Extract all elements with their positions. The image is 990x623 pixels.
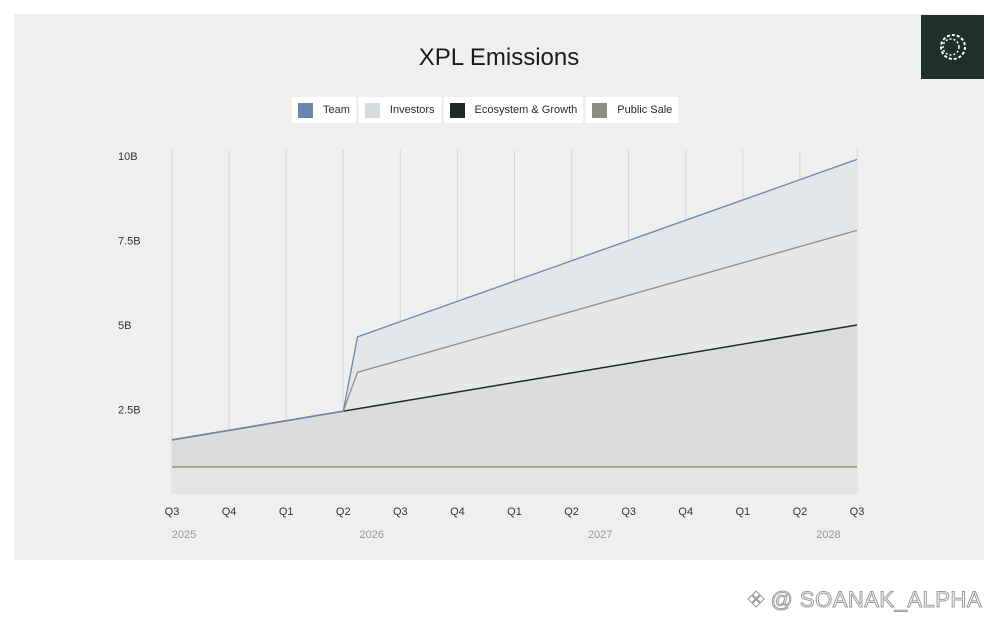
y-tick-label: 7.5B xyxy=(118,236,141,248)
x-tick-label: Q1 xyxy=(735,506,750,518)
watermark: ❖ @ SOANAK_ALPHA xyxy=(746,587,982,613)
brand-logo-icon xyxy=(939,34,966,60)
legend-item-team[interactable]: Team xyxy=(292,97,356,123)
brand-logo xyxy=(921,15,984,79)
legend-item-public-sale[interactable]: Public Sale xyxy=(586,97,679,123)
x-tick-label: Q1 xyxy=(279,506,294,518)
x-tick-label: Q4 xyxy=(222,506,237,518)
legend-label: Team xyxy=(323,104,350,116)
legend-swatch xyxy=(449,102,465,118)
x-tick-label: Q4 xyxy=(678,506,693,518)
x-year-label: 2028 xyxy=(816,529,840,541)
y-tick-label: 10B xyxy=(118,151,138,163)
x-tick-label: Q3 xyxy=(393,506,408,518)
legend-label: Public Sale xyxy=(617,104,673,116)
x-tick-label: Q4 xyxy=(450,506,465,518)
legend-item-ecosystem-growth[interactable]: Ecosystem & Growth xyxy=(443,97,584,123)
x-tick-label: Q2 xyxy=(793,506,808,518)
x-tick-label: Q3 xyxy=(165,506,180,518)
x-tick-label: Q3 xyxy=(621,506,636,518)
x-year-label: 2026 xyxy=(360,529,384,541)
legend-swatch xyxy=(592,102,608,118)
y-tick-label: 2.5B xyxy=(118,405,141,417)
chart-title: XPL Emissions xyxy=(418,44,580,71)
legend-swatch xyxy=(298,102,313,118)
y-tick-label: 5B xyxy=(118,320,131,332)
x-tick-label: Q2 xyxy=(336,506,351,518)
legend-swatch xyxy=(364,102,380,118)
x-tick-label: Q3 xyxy=(850,506,865,518)
watermark-logo-icon: ❖ xyxy=(746,587,767,613)
chart-legend: Team Investors Ecosystem & Growth Public Sa… xyxy=(292,97,679,123)
x-year-label: 2025 xyxy=(172,529,196,541)
x-year-label: 2027 xyxy=(588,529,612,541)
legend-label: Investors xyxy=(389,104,435,116)
watermark-text: @ SOANAK_ALPHA xyxy=(770,587,982,613)
public-sale-area xyxy=(172,466,857,494)
legend-item-investors[interactable]: Investors xyxy=(358,97,441,123)
ecosystem-area xyxy=(172,325,857,494)
legend-label: Ecosystem & Growth xyxy=(474,104,578,116)
series-line-team xyxy=(171,158,858,441)
x-tick-label: Q2 xyxy=(564,506,579,518)
x-tick-label: Q1 xyxy=(507,506,522,518)
